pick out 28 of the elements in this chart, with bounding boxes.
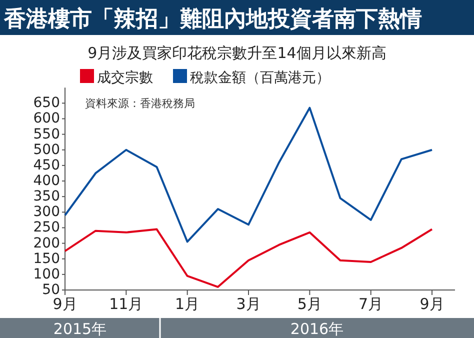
x-tick-label: 11月 xyxy=(109,295,144,313)
chart-title: 香港樓市「辣招」難阻內地投資者南下熱情 xyxy=(3,6,422,32)
y-tick-label: 200 xyxy=(33,235,60,252)
y-tick-label: 250 xyxy=(33,220,60,236)
y-tick-label: 50 xyxy=(42,282,60,298)
annotation: 資料來源：香港稅務局 xyxy=(85,97,195,110)
x-tick-label: 1月 xyxy=(175,295,200,313)
y-tick-label: 450 xyxy=(33,157,60,174)
x-tick-label: 9月 xyxy=(52,295,78,313)
x-tick-label: 9月 xyxy=(420,295,444,313)
x-tick-label: 7月 xyxy=(358,295,384,313)
y-tick-label: 550 xyxy=(33,126,60,142)
chart-subtitle: 9月涉及買家印花稅宗數升至14個月以來新高 xyxy=(88,44,386,62)
text: 2015年 xyxy=(53,320,107,338)
y-tick-label: 100 xyxy=(33,266,60,282)
y-tick-label: 600 xyxy=(33,110,60,127)
line-series xyxy=(64,228,433,288)
y-tick-label: 650 xyxy=(33,95,60,112)
y-tick-label: 400 xyxy=(33,173,60,190)
y-tick-label: 300 xyxy=(33,204,60,220)
y-tick-label: 350 xyxy=(33,188,60,205)
x-tick-label: 3月 xyxy=(236,295,261,313)
legend-label: 成交宗數 xyxy=(97,70,153,86)
y-tick-label: 500 xyxy=(33,142,60,158)
text: 2016年 xyxy=(290,320,344,338)
legend-label: 稅款金額（百萬港元） xyxy=(190,70,330,86)
x-tick-label: 5月 xyxy=(297,295,322,313)
y-tick-label: 150 xyxy=(33,250,60,267)
